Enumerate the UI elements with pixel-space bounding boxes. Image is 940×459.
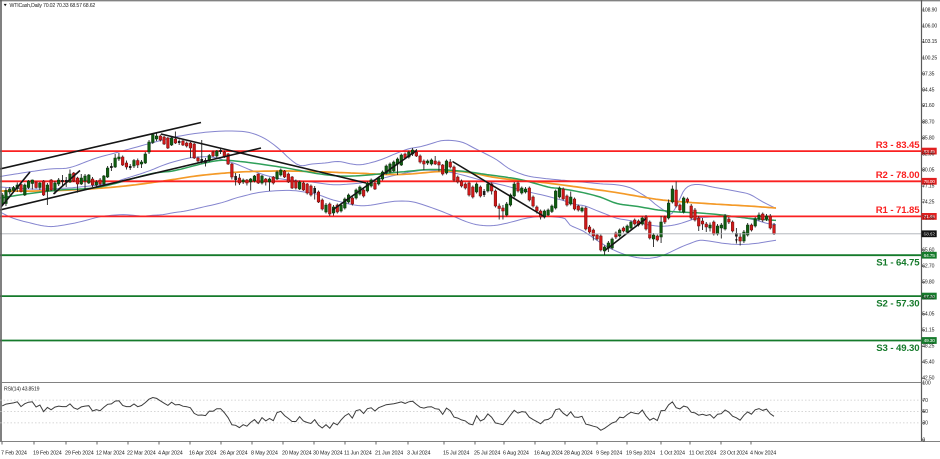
svg-text:42.50: 42.50 (922, 376, 934, 382)
svg-text:25 Jul 2024: 25 Jul 2024 (474, 451, 500, 457)
svg-text:80.05: 80.05 (922, 167, 934, 173)
svg-text:54.05: 54.05 (922, 311, 934, 317)
svg-text:11 Oct 2024: 11 Oct 2024 (689, 451, 716, 457)
svg-text:RSI(14) 43.8519: RSI(14) 43.8519 (4, 387, 40, 393)
svg-text:23 Oct 2024: 23 Oct 2024 (720, 451, 748, 457)
svg-text:12 Mar 2024: 12 Mar 2024 (96, 451, 125, 457)
svg-text:S3 - 49.30: S3 - 49.30 (876, 343, 919, 354)
svg-text:74.25: 74.25 (922, 199, 934, 205)
svg-text:0: 0 (922, 438, 925, 444)
svg-text:WTICash,Daily 70.02 70.33 68.: WTICash,Daily 70.02 70.33 68.57 68.62 (10, 3, 96, 9)
svg-text:83.45: 83.45 (924, 149, 936, 155)
svg-text:20 May 2024: 20 May 2024 (282, 451, 312, 457)
svg-text:6 Aug 2024: 6 Aug 2024 (503, 451, 529, 457)
svg-text:30: 30 (922, 421, 928, 427)
svg-text:1 Oct 2024: 1 Oct 2024 (660, 451, 685, 457)
svg-text:S2 - 57.30: S2 - 57.30 (876, 299, 919, 310)
svg-text:R2 - 78.00: R2 - 78.00 (876, 170, 920, 181)
svg-text:64.75: 64.75 (924, 253, 936, 259)
svg-text:85.80: 85.80 (922, 135, 934, 141)
svg-text:22 Mar 2024: 22 Mar 2024 (127, 451, 156, 457)
svg-text:R3 - 83.45: R3 - 83.45 (876, 140, 921, 151)
svg-text:82.90: 82.90 (922, 152, 934, 158)
svg-text:57.30: 57.30 (924, 294, 936, 300)
svg-text:100.25: 100.25 (922, 55, 937, 61)
svg-text:28 Aug 2024: 28 Aug 2024 (564, 451, 593, 457)
svg-text:77.15: 77.15 (922, 183, 934, 189)
svg-text:3 Jul 2024: 3 Jul 2024 (407, 451, 431, 457)
svg-text:88.70: 88.70 (922, 119, 934, 125)
svg-text:78.00: 78.00 (924, 179, 936, 185)
svg-text:16 Aug 2024: 16 Aug 2024 (534, 451, 563, 457)
svg-text:9 Sep 2024: 9 Sep 2024 (596, 451, 622, 457)
svg-text:97.35: 97.35 (922, 71, 934, 77)
svg-text:50: 50 (922, 409, 928, 415)
svg-text:R1 - 71.85: R1 - 71.85 (876, 205, 921, 216)
svg-text:16 Apr 2024: 16 Apr 2024 (189, 451, 217, 457)
svg-text:4 Nov 2024: 4 Nov 2024 (750, 451, 776, 457)
svg-text:71.85: 71.85 (924, 214, 936, 220)
svg-text:51.15: 51.15 (922, 328, 934, 334)
svg-text:103.15: 103.15 (922, 39, 937, 45)
svg-text:106.00: 106.00 (922, 23, 937, 29)
svg-text:8 May 2024: 8 May 2024 (251, 451, 278, 457)
svg-text:11 Jun 2024: 11 Jun 2024 (344, 451, 372, 457)
svg-text:S1 - 64.75: S1 - 64.75 (876, 258, 920, 269)
svg-text:19 Sep 2024: 19 Sep 2024 (626, 451, 655, 457)
svg-text:19 Feb 2024: 19 Feb 2024 (33, 451, 62, 457)
svg-text:62.70: 62.70 (922, 264, 934, 270)
svg-text:100: 100 (922, 381, 930, 387)
svg-text:48.25: 48.25 (922, 344, 934, 350)
svg-text:7 Feb 2024: 7 Feb 2024 (1, 451, 27, 457)
svg-text:56.90: 56.90 (922, 296, 934, 302)
svg-text:49.30: 49.30 (924, 338, 936, 344)
svg-text:68.62: 68.62 (924, 232, 936, 238)
svg-text:91.60: 91.60 (922, 103, 934, 109)
svg-text:71.35: 71.35 (922, 216, 934, 222)
svg-text:26 Apr 2024: 26 Apr 2024 (220, 451, 248, 457)
svg-text:59.80: 59.80 (922, 280, 934, 286)
svg-text:15 Jul 2024: 15 Jul 2024 (443, 451, 469, 457)
svg-text:30 May 2024: 30 May 2024 (313, 451, 343, 457)
svg-text:68.45: 68.45 (922, 232, 934, 238)
svg-text:94.45: 94.45 (922, 87, 934, 93)
svg-text:21 Jun 2024: 21 Jun 2024 (375, 451, 403, 457)
svg-text:4 Apr 2024: 4 Apr 2024 (158, 451, 183, 457)
svg-text:70: 70 (922, 398, 928, 404)
svg-text:108.90: 108.90 (922, 7, 937, 13)
svg-text:45.40: 45.40 (922, 359, 934, 365)
svg-text:65.60: 65.60 (922, 247, 934, 253)
svg-text:29 Feb 2024: 29 Feb 2024 (65, 451, 94, 457)
